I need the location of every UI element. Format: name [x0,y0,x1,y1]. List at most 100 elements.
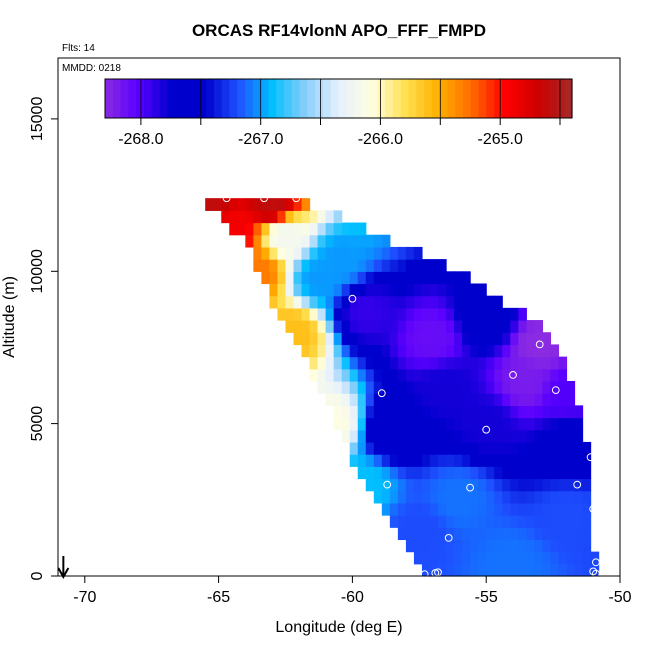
heatmap-cell [429,551,439,565]
heatmap-cell [349,356,359,370]
colorbar-segment [509,79,519,118]
heatmap-cell [462,539,471,553]
heatmap-cell [213,198,222,211]
heatmap-cell [397,307,407,321]
heatmap-cell [349,405,359,419]
heatmap-cell [365,344,375,358]
heatmap-cell [277,234,287,248]
heatmap-cell [494,478,503,492]
heatmap-cell [438,490,447,504]
heatmap-cell [389,368,399,382]
heatmap-cell [446,551,455,565]
colorbar-segment [206,79,215,118]
colorbar-segment [143,79,153,118]
colorbar-segment [128,79,137,118]
heatmap-cell [542,515,552,528]
heatmap-cell [462,320,471,333]
heatmap-cell [518,454,527,467]
heatmap-cell [421,405,431,419]
colorbar-segment [159,79,168,118]
heatmap-cell [454,551,463,565]
heatmap-cell [494,393,503,406]
heatmap-cell [341,368,351,382]
flights-label: Flts: 14 [62,43,95,54]
y-tick-label: 0 [29,571,46,580]
heatmap-cell [381,429,391,443]
heatmap-cell [534,502,543,516]
heatmap-cell [494,502,503,516]
heatmap-cell [325,307,335,321]
colorbar-segment [213,79,223,118]
heatmap-cell [470,441,479,455]
heatmap-cell [301,222,311,236]
heatmap-cell [510,393,519,406]
heatmap-cell [438,539,447,553]
heatmap-cell [389,344,399,358]
colorbar-tick-label: -265.0 [478,131,523,148]
heatmap-cell [333,210,343,224]
sample-point [292,194,301,203]
heatmap-cell [357,441,367,455]
heatmap-cell [429,502,439,516]
heatmap-cell [421,332,431,346]
heatmap-cell [413,283,423,297]
heatmap-cell [357,259,367,272]
heatmap-cell [365,466,375,480]
heatmap-cell [373,356,383,370]
heatmap-cell [470,502,479,516]
heatmap-cell [301,246,311,260]
heatmap-cell [494,295,503,309]
heatmap-cell [438,454,447,467]
heatmap-cell [381,380,391,394]
x-tick-label: -55 [475,589,498,606]
heatmap-cell [462,393,471,406]
heatmap-cell [421,478,431,492]
heatmap-cell [405,246,415,260]
heatmap-cell [438,405,447,419]
heatmap-cell [397,320,407,333]
heatmap-cell [429,368,439,382]
heatmap-cell [381,478,391,492]
heatmap-cell [470,393,479,406]
heatmap-cell [421,380,431,394]
sample-point [383,480,392,489]
heatmap-cell [421,271,431,285]
heatmap-cell [365,417,375,431]
heatmap-cell [397,295,407,309]
heatmap-cell [373,466,383,480]
heatmap-cell [478,478,487,492]
heatmap-cell [293,295,303,309]
heatmap-cell [446,466,455,480]
y-tick-label: 10000 [29,249,46,294]
heatmap-cell [518,515,527,528]
heatmap-cell [277,246,287,260]
heatmap-cell [405,295,415,309]
heatmap-cell [325,234,335,248]
heatmap-cell [421,515,431,528]
heatmap-cell [429,429,439,443]
heatmap-cell [526,478,535,492]
heatmap-cell [325,368,335,382]
heatmap-cell [454,478,463,492]
heatmap-cell [470,332,479,346]
heatmap-cell [397,246,407,260]
heatmap-cell [245,234,254,248]
heatmap-cell [405,454,415,467]
heatmap-cell [373,405,383,419]
heatmap-cell [325,380,335,394]
heatmap-cell [421,283,431,297]
heatmap-cell [317,222,327,236]
heatmap-cell [397,332,407,346]
heatmap-cell [582,515,592,528]
heatmap-cell [413,478,423,492]
heatmap-cell [526,393,535,406]
heatmap-cell [542,332,552,346]
heatmap-cell [285,307,295,321]
heatmap-cell [438,466,447,480]
colorbar-segment [307,79,316,118]
heatmap-cell [470,368,479,382]
heatmap-cell [518,539,527,553]
heatmap-cell [357,380,367,394]
heatmap-cell [470,515,479,528]
heatmap-cell [494,429,503,443]
